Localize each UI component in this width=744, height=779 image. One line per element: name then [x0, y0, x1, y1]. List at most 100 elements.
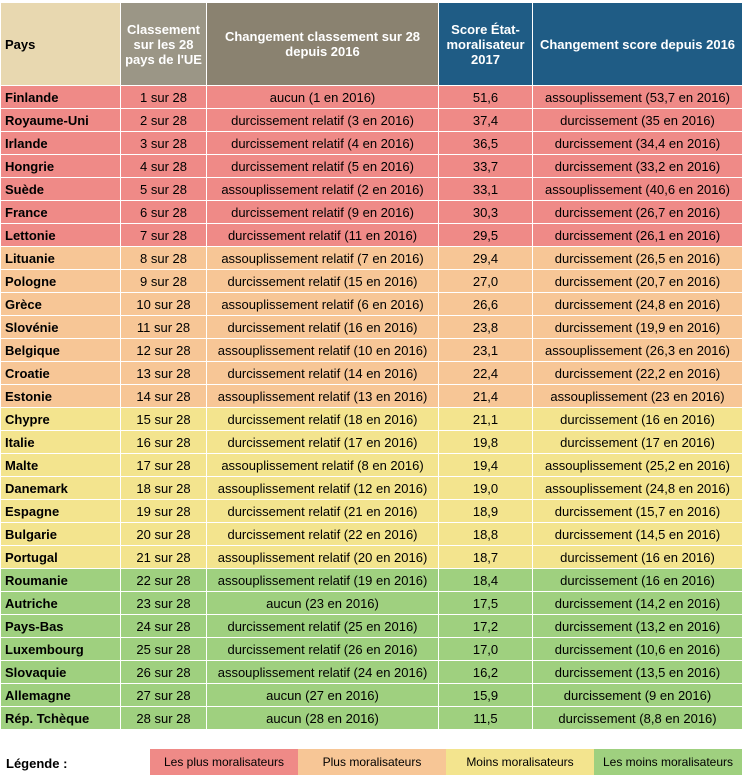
legend-item-more: Plus moralisateurs — [298, 749, 446, 775]
table-row: Luxembourg 25 sur 28 durcissement relatif … — [0, 637, 743, 661]
cell-rank: 4 sur 28 — [120, 154, 207, 178]
table-row: Estonie 14 sur 28 assouplissement relatif … — [0, 384, 743, 408]
cell-pays: Luxembourg — [0, 637, 121, 661]
cell-score: 33,7 — [438, 154, 533, 178]
header-score: Score État-moralisateur 2017 — [438, 2, 533, 86]
cell-score: 21,4 — [438, 384, 533, 408]
cell-pays: Autriche — [0, 591, 121, 615]
legend: Légende : Les plus moralisateurs Plus mo… — [0, 746, 744, 779]
cell-rank: 10 sur 28 — [120, 292, 207, 316]
cell-score: 51,6 — [438, 85, 533, 109]
cell-pays: Rép. Tchèque — [0, 706, 121, 730]
cell-rank-change: durcissement relatif (26 en 2016) — [206, 637, 439, 661]
cell-rank: 23 sur 28 — [120, 591, 207, 615]
cell-rank-change: durcissement relatif (9 en 2016) — [206, 200, 439, 224]
table-body: Finlande 1 sur 28 aucun (1 en 2016) 51,6 ass… — [0, 85, 743, 730]
cell-pays: Chypre — [0, 407, 121, 431]
cell-score: 36,5 — [438, 131, 533, 155]
cell-score-change: assouplissement (53,7 en 2016) — [532, 85, 743, 109]
table-row: Espagne 19 sur 28 durcissement relatif (21… — [0, 499, 743, 523]
cell-score: 29,4 — [438, 246, 533, 270]
cell-rank-change: aucun (28 en 2016) — [206, 706, 439, 730]
cell-pays: Grèce — [0, 292, 121, 316]
cell-rank: 25 sur 28 — [120, 637, 207, 661]
cell-rank: 13 sur 28 — [120, 361, 207, 385]
cell-score: 30,3 — [438, 200, 533, 224]
table-row: Belgique 12 sur 28 assouplissement relatif… — [0, 338, 743, 362]
cell-pays: Espagne — [0, 499, 121, 523]
cell-rank: 27 sur 28 — [120, 683, 207, 707]
cell-rank-change: assouplissement relatif (24 en 2016) — [206, 660, 439, 684]
cell-rank-change: assouplissement relatif (19 en 2016) — [206, 568, 439, 592]
cell-score: 19,4 — [438, 453, 533, 477]
cell-score: 29,5 — [438, 223, 533, 247]
table-row: Croatie 13 sur 28 durcissement relatif (14… — [0, 361, 743, 385]
cell-rank-change: durcissement relatif (4 en 2016) — [206, 131, 439, 155]
cell-score-change: durcissement (17 en 2016) — [532, 430, 743, 454]
cell-score: 11,5 — [438, 706, 533, 730]
table-row: Suède 5 sur 28 assouplissement relatif (2 … — [0, 177, 743, 201]
table-row: Slovaquie 26 sur 28 assouplissement relati… — [0, 660, 743, 684]
table-row: Danemark 18 sur 28 assouplissement relatif… — [0, 476, 743, 500]
cell-pays: Finlande — [0, 85, 121, 109]
cell-score: 21,1 — [438, 407, 533, 431]
cell-rank-change: durcissement relatif (3 en 2016) — [206, 108, 439, 132]
cell-rank: 19 sur 28 — [120, 499, 207, 523]
cell-rank: 9 sur 28 — [120, 269, 207, 293]
cell-score-change: durcissement (13,5 en 2016) — [532, 660, 743, 684]
cell-rank: 5 sur 28 — [120, 177, 207, 201]
header-row: Pays Classement sur les 28 pays de l'UE … — [0, 2, 743, 86]
cell-score: 17,2 — [438, 614, 533, 638]
cell-rank: 24 sur 28 — [120, 614, 207, 638]
cell-pays: Pologne — [0, 269, 121, 293]
cell-score-change: durcissement (14,2 en 2016) — [532, 591, 743, 615]
cell-rank: 15 sur 28 — [120, 407, 207, 431]
cell-score-change: durcissement (9 en 2016) — [532, 683, 743, 707]
cell-rank-change: aucun (1 en 2016) — [206, 85, 439, 109]
cell-score: 23,1 — [438, 338, 533, 362]
cell-rank-change: assouplissement relatif (2 en 2016) — [206, 177, 439, 201]
cell-pays: Croatie — [0, 361, 121, 385]
cell-score-change: durcissement (15,7 en 2016) — [532, 499, 743, 523]
cell-score: 15,9 — [438, 683, 533, 707]
legend-label: Légende : — [6, 756, 68, 771]
cell-pays: Slovénie — [0, 315, 121, 339]
cell-rank: 2 sur 28 — [120, 108, 207, 132]
table-row: Pologne 9 sur 28 durcissement relatif (15 … — [0, 269, 743, 293]
cell-score: 33,1 — [438, 177, 533, 201]
table-row: Bulgarie 20 sur 28 durcissement relatif (2… — [0, 522, 743, 546]
table-row: Royaume-Uni 2 sur 28 durcissement relatif … — [0, 108, 743, 132]
cell-rank: 3 sur 28 — [120, 131, 207, 155]
cell-score-change: assouplissement (25,2 en 2016) — [532, 453, 743, 477]
cell-score-change: assouplissement (23 en 2016) — [532, 384, 743, 408]
cell-score-change: durcissement (35 en 2016) — [532, 108, 743, 132]
cell-rank: 1 sur 28 — [120, 85, 207, 109]
ranking-table: Pays Classement sur les 28 pays de l'UE … — [0, 2, 743, 730]
cell-rank-change: aucun (23 en 2016) — [206, 591, 439, 615]
header-score-change: Changement score depuis 2016 — [532, 2, 743, 86]
cell-pays: Portugal — [0, 545, 121, 569]
cell-score-change: durcissement (26,1 en 2016) — [532, 223, 743, 247]
cell-score-change: durcissement (8,8 en 2016) — [532, 706, 743, 730]
cell-pays: Malte — [0, 453, 121, 477]
cell-pays: Belgique — [0, 338, 121, 362]
legend-item-less: Moins moralisateurs — [446, 749, 594, 775]
cell-rank-change: durcissement relatif (11 en 2016) — [206, 223, 439, 247]
cell-rank-change: assouplissement relatif (6 en 2016) — [206, 292, 439, 316]
cell-rank-change: assouplissement relatif (8 en 2016) — [206, 453, 439, 477]
cell-pays: Estonie — [0, 384, 121, 408]
table-row: Pays-Bas 24 sur 28 durcissement relatif (2… — [0, 614, 743, 638]
header-rank-change: Changement classement sur 28 depuis 2016 — [206, 2, 439, 86]
cell-score: 18,8 — [438, 522, 533, 546]
cell-rank-change: durcissement relatif (17 en 2016) — [206, 430, 439, 454]
table-row: Lituanie 8 sur 28 assouplissement relatif … — [0, 246, 743, 270]
cell-rank-change: durcissement relatif (21 en 2016) — [206, 499, 439, 523]
table-row: Malte 17 sur 28 assouplissement relatif (8… — [0, 453, 743, 477]
cell-rank-change: durcissement relatif (22 en 2016) — [206, 522, 439, 546]
table-row: France 6 sur 28 durcissement relatif (9 en… — [0, 200, 743, 224]
table-row: Allemagne 27 sur 28 aucun (27 en 2016) 15,9… — [0, 683, 743, 707]
cell-rank-change: assouplissement relatif (12 en 2016) — [206, 476, 439, 500]
cell-pays: Pays-Bas — [0, 614, 121, 638]
table-row: Slovénie 11 sur 28 durcissement relatif (1… — [0, 315, 743, 339]
cell-pays: Italie — [0, 430, 121, 454]
